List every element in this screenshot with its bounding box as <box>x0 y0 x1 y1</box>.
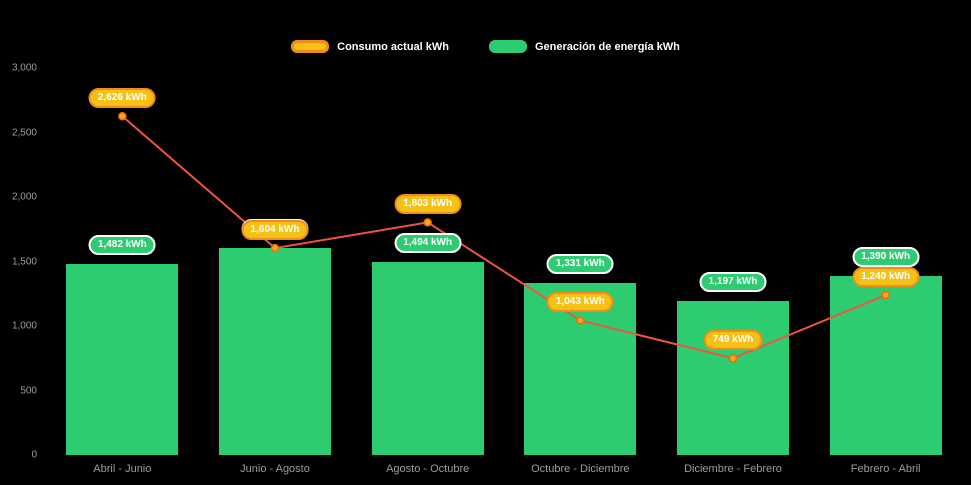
generacion-value-badge: 1,390 kWh <box>852 246 920 267</box>
generacion-bar <box>219 248 331 455</box>
y-tick-label: 1,000 <box>11 320 37 332</box>
generacion-legend-swatch <box>488 40 527 53</box>
y-tick-label: 0 <box>31 449 37 461</box>
legend-item-generacion[interactable]: Generación de energía kWh <box>488 40 680 53</box>
consumo-legend-label: Consumo actual kWh <box>337 40 449 53</box>
generacion-bar <box>66 263 179 455</box>
y-tick-label: 500 <box>20 385 37 396</box>
y-tick-label: 2,500 <box>11 127 37 138</box>
consumo-value-badge: 1,803 kWh <box>394 194 462 215</box>
consumo-value-badge: 1,604 kWh <box>241 220 309 241</box>
generacion-value-badge: 1,482 kWh <box>88 234 156 255</box>
generacion-legend-label: Generación de energía kWh <box>534 40 680 53</box>
generacion-value-badge: 1,197 kWh <box>699 271 767 292</box>
y-tick-label: 3,000 <box>11 62 37 74</box>
generacion-bar <box>371 262 484 455</box>
legend-item-consumo[interactable]: Consumo actual kWh <box>291 40 449 53</box>
consumo-legend-swatch <box>291 40 330 53</box>
generacion-value-badge: 1,331 kWh <box>546 254 614 275</box>
generacion-bar <box>677 300 789 455</box>
chart-legend: Consumo actual kWh Generación de energía… <box>0 40 971 53</box>
x-tick-label: Junio - Agosto <box>240 463 310 475</box>
x-tick-label: Agosto - Octubre <box>386 463 470 475</box>
consumo-value-badge: 1,240 kWh <box>852 267 920 288</box>
generacion-bar <box>829 275 942 455</box>
consumo-value-badge: 1,043 kWh <box>546 292 614 313</box>
x-tick-label: Octubre - Diciembre <box>531 463 630 475</box>
x-tick-label: Diciembre - Febrero <box>684 463 782 475</box>
x-tick-label: Abril - Junio <box>93 463 152 475</box>
consumo-value-badge: 2,626 kWh <box>88 88 156 109</box>
y-tick-label: 1,500 <box>11 256 37 267</box>
generacion-value-badge: 1,494 kWh <box>394 233 462 254</box>
consumo-value-badge: 749 kWh <box>703 330 763 351</box>
consumo-point <box>423 218 432 227</box>
y-tick-label: 2,000 <box>11 191 37 203</box>
consumo-point <box>118 111 127 121</box>
x-tick-label: Febrero - Abril <box>850 463 921 475</box>
